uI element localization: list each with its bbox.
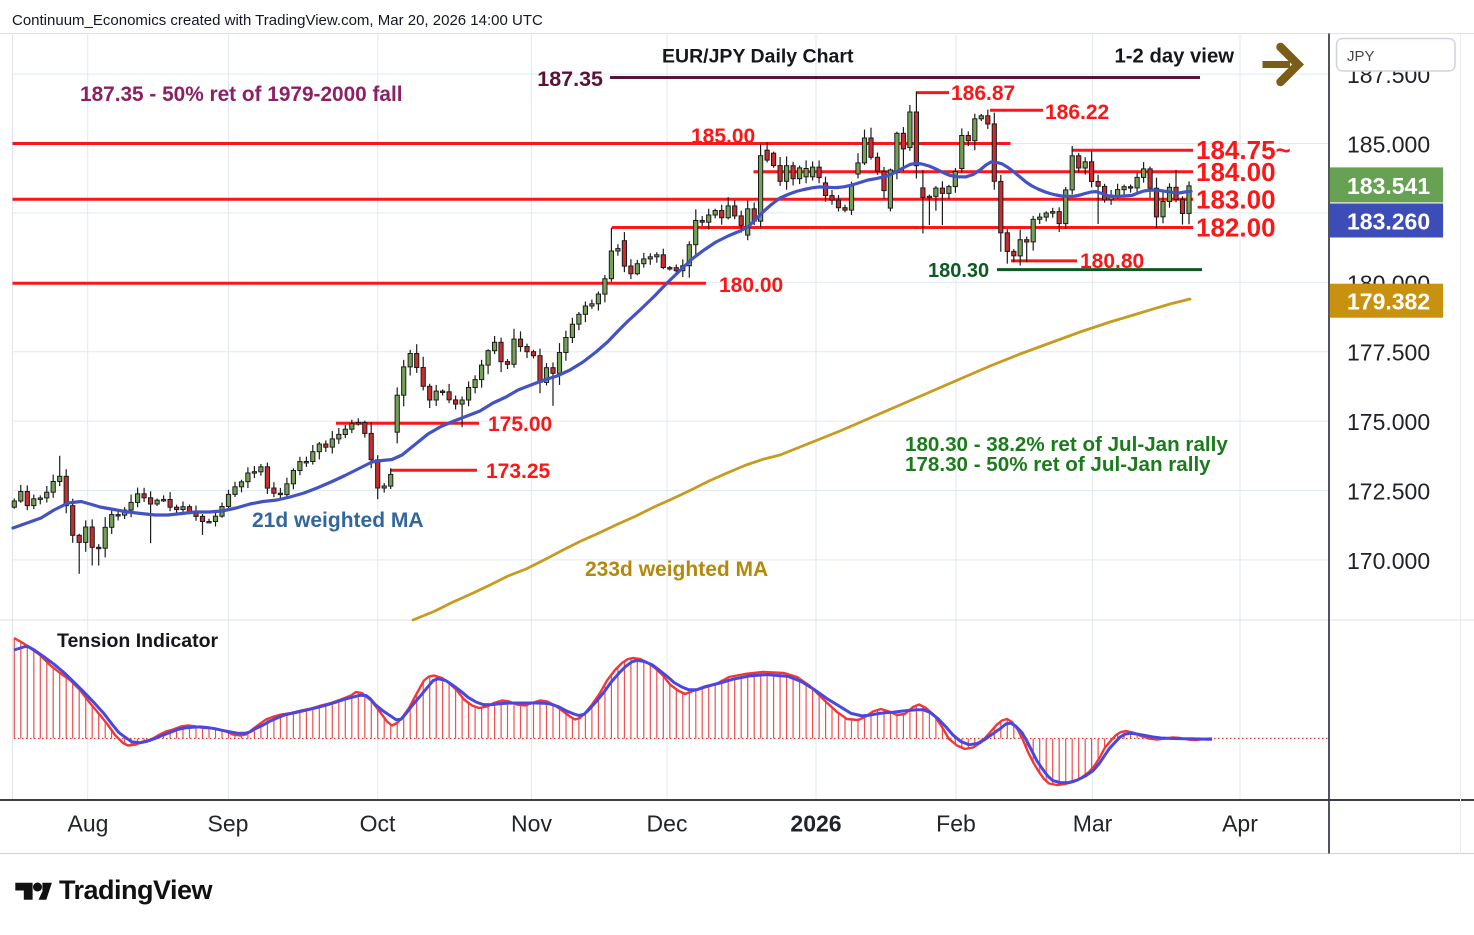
- svg-text:178.30 - 50% ret of Jul-Jan ra: 178.30 - 50% ret of Jul-Jan rally: [905, 453, 1211, 476]
- svg-text:JPY: JPY: [1347, 48, 1375, 65]
- svg-text:183.260: 183.260: [1347, 209, 1430, 235]
- svg-text:187.35 - 50% ret of 1979-2000: 187.35 - 50% ret of 1979-2000 fall: [80, 83, 403, 106]
- svg-text:180.30 - 38.2% ret of Jul-Jan: 180.30 - 38.2% ret of Jul-Jan rally: [905, 433, 1228, 456]
- svg-text:TradingView: TradingView: [59, 875, 214, 905]
- svg-text:187.35: 187.35: [537, 67, 603, 91]
- svg-text:173.25: 173.25: [486, 460, 551, 483]
- svg-text:Sep: Sep: [208, 811, 249, 837]
- svg-text:Nov: Nov: [511, 811, 552, 837]
- svg-text:185.000: 185.000: [1347, 132, 1430, 158]
- svg-text:Mar: Mar: [1073, 811, 1113, 837]
- svg-text:Tension Indicator: Tension Indicator: [57, 630, 218, 652]
- svg-text:175.00: 175.00: [488, 413, 552, 436]
- svg-text:170.000: 170.000: [1347, 548, 1430, 574]
- svg-text:2026: 2026: [790, 811, 841, 837]
- svg-text:1-2 day view: 1-2 day view: [1115, 46, 1235, 68]
- svg-text:180.80: 180.80: [1080, 250, 1144, 273]
- svg-text:Feb: Feb: [936, 811, 976, 837]
- svg-text:172.500: 172.500: [1347, 479, 1430, 505]
- svg-text:184.00: 184.00: [1196, 157, 1276, 187]
- svg-text:175.000: 175.000: [1347, 409, 1430, 435]
- svg-text:21d weighted MA: 21d weighted MA: [252, 509, 424, 532]
- svg-text:180.30: 180.30: [928, 260, 989, 282]
- svg-text:Apr: Apr: [1222, 811, 1258, 837]
- svg-text:183.00: 183.00: [1196, 185, 1276, 215]
- svg-text:183.541: 183.541: [1347, 173, 1430, 199]
- svg-text:179.382: 179.382: [1347, 289, 1430, 315]
- svg-text:182.00: 182.00: [1196, 213, 1276, 243]
- svg-text:Continuum_Economics created wi: Continuum_Economics created with Trading…: [12, 12, 543, 29]
- svg-text:Aug: Aug: [68, 811, 109, 837]
- svg-text:233d weighted MA: 233d weighted MA: [585, 558, 768, 581]
- svg-text:EUR/JPY Daily Chart: EUR/JPY Daily Chart: [662, 46, 854, 68]
- svg-text:186.87: 186.87: [951, 82, 1015, 105]
- svg-text:185.00: 185.00: [691, 125, 755, 148]
- svg-text:184.75~: 184.75~: [1196, 135, 1291, 165]
- svg-text:177.500: 177.500: [1347, 340, 1430, 366]
- svg-text:Oct: Oct: [360, 811, 396, 837]
- svg-text:Dec: Dec: [647, 811, 688, 837]
- svg-text:180.00: 180.00: [719, 274, 783, 297]
- svg-text:186.22: 186.22: [1045, 101, 1109, 124]
